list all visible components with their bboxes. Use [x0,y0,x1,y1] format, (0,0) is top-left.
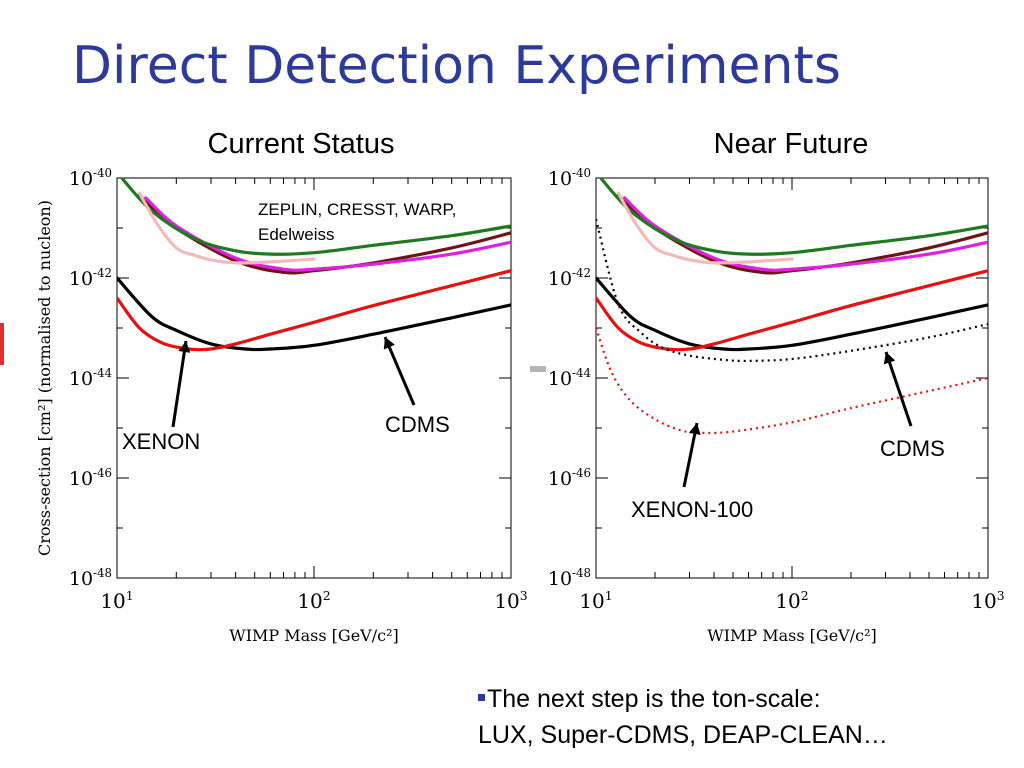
x-tick-label: 103 [971,588,1004,613]
series-line-cdms-projected [596,218,988,363]
annotation-label: ZEPLIN, CRESST, WARP, [258,200,456,219]
y-tick-label: 10-48 [69,566,112,590]
x-axis-label: WIMP Mass [GeV/c²] [707,626,876,645]
x-tick-label: 101 [579,588,612,613]
bullet-block: The next step is the ton-scale: LUX, Sup… [478,681,888,753]
bullet-text-1: The next step is the ton-scale: [487,685,821,713]
annotation-label: CDMS [385,412,450,437]
right-panel-title: Near Future [713,128,869,160]
edge-accent-bar [0,323,4,365]
annotation-arrow [383,336,416,406]
annotation-arrow [171,340,188,428]
bullet-square-icon [478,693,485,701]
series-line-cdms [596,276,988,352]
x-tick-label: 103 [494,588,527,613]
y-tick-label: 10-44 [69,366,112,390]
bullet-text-2: LUX, Super-CDMS, DEAP-CLEAN… [478,721,888,749]
annotation-label: CDMS [880,436,945,461]
center-dash-mark [530,366,546,372]
arrow-head-icon [883,352,896,365]
series-line-xenon-projected [596,327,988,435]
y-tick-label: 10-42 [548,266,591,290]
y-tick-label: 10-40 [69,166,112,190]
annotation-arrow [884,351,913,427]
slide-title: Direct Detection Experiments [72,36,841,96]
arrow-head-icon [383,337,395,350]
bullet-line-1: The next step is the ton-scale: [478,681,888,717]
series-line-xenon [117,269,511,352]
series-group [117,178,511,352]
x-tick-label: 101 [100,588,133,613]
series-line-pink_light [137,191,316,265]
annotation-label: Edelweiss [258,225,335,244]
y-tick-label: 10-48 [548,566,591,590]
bullet-line-2: LUX, Super-CDMS, DEAP-CLEAN… [478,717,888,753]
series-line-xenon [596,269,988,352]
x-axis-label: WIMP Mass [GeV/c²] [229,626,398,645]
y-tick-label: 10-42 [69,266,112,290]
left-panel-title: Current Status [207,128,395,160]
series-line-cdms [117,276,511,352]
y-axis-label: Cross-section [cm²] (normalised to nucle… [35,200,54,556]
series-line-green [598,178,988,256]
x-tick-label: 102 [775,588,808,613]
annotation-label: XENON-100 [631,497,753,522]
arrow-head-icon [178,341,191,353]
series-line-green [119,178,511,256]
series-line-magenta [623,196,988,272]
series-group [596,178,988,435]
annotation-label: XENON [122,429,200,454]
x-tick-label: 102 [297,588,330,613]
y-tick-label: 10-46 [69,466,112,490]
y-tick-label: 10-44 [548,366,591,390]
arrow-head-icon [688,423,701,435]
series-line-pink_light [616,191,794,265]
series-line-magenta [144,196,511,272]
y-tick-label: 10-46 [548,466,591,490]
y-tick-label: 10-40 [548,166,591,190]
